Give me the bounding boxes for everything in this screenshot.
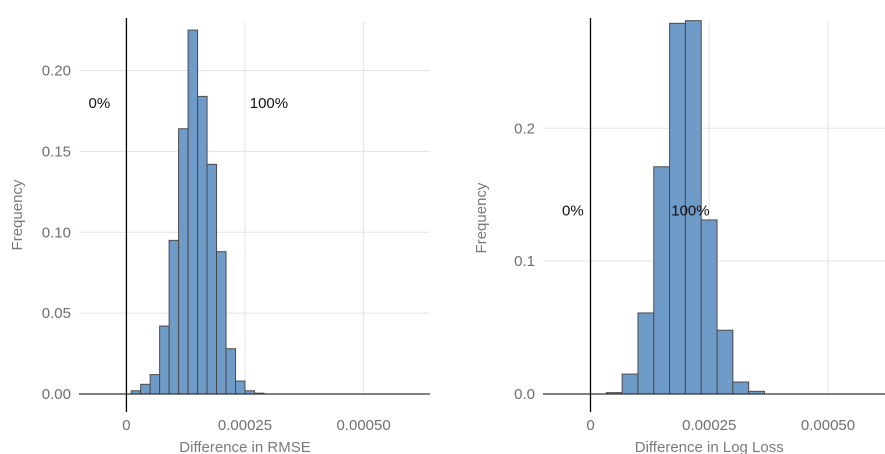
percent-annotation: 100% <box>250 95 288 112</box>
x-axis-label: Difference in RMSE <box>179 439 310 454</box>
histogram-bar <box>159 325 170 395</box>
histogram-bar <box>653 166 671 395</box>
y-tick-label: 0.0 <box>514 386 535 403</box>
y-tick-label: 0.15 <box>42 143 71 160</box>
y-tick-label: 0.10 <box>42 224 71 241</box>
histogram-bar <box>637 312 655 395</box>
rmse-histogram-panel: 0.00 0.05 0.10 0.15 0.20 0 0.00025 0.00050 Diffe… <box>9 18 430 454</box>
histogram-bar <box>732 381 750 395</box>
y-tick-label: 0.00 <box>42 386 71 403</box>
x-axis-label: Difference in Log Loss <box>635 439 784 454</box>
histogram-bar <box>235 380 246 395</box>
histogram-bar <box>216 251 227 395</box>
histogram-bar <box>187 29 199 395</box>
histogram-bar <box>716 329 734 395</box>
y-tick-label: 0.2 <box>514 120 535 137</box>
histogram-bar <box>621 373 639 395</box>
x-tick-label: 0.00050 <box>336 417 390 434</box>
y-axis-label: Frequency <box>9 179 26 250</box>
x-tick-label: 0.00025 <box>682 417 736 434</box>
x-tick-label: 0.00025 <box>218 417 272 434</box>
percent-annotation: 100% <box>671 203 709 220</box>
percent-annotation: 0% <box>562 203 584 220</box>
percent-annotation: 0% <box>88 95 110 112</box>
histogram-bar <box>700 219 718 395</box>
histogram-bar <box>168 239 180 395</box>
histogram-bar <box>206 163 218 395</box>
histogram-bar <box>149 374 161 395</box>
logloss-histogram-panel: 0.0 0.1 0.2 0 0.00025 0.00050 Difference in Lo… <box>473 18 885 454</box>
y-tick-label: 0.1 <box>514 253 535 270</box>
histogram-bar <box>140 383 151 395</box>
y-axis-label: Frequency <box>473 182 490 253</box>
histogram-bar <box>225 348 237 395</box>
y-tick-label: 0.05 <box>42 305 71 322</box>
x-tick-label: 0 <box>122 417 130 434</box>
histogram-bar <box>178 128 189 395</box>
x-tick-label: 0 <box>586 417 594 434</box>
x-tick-label: 0.00050 <box>801 417 855 434</box>
y-tick-label: 0.20 <box>42 63 71 80</box>
histogram-bar <box>197 95 208 395</box>
